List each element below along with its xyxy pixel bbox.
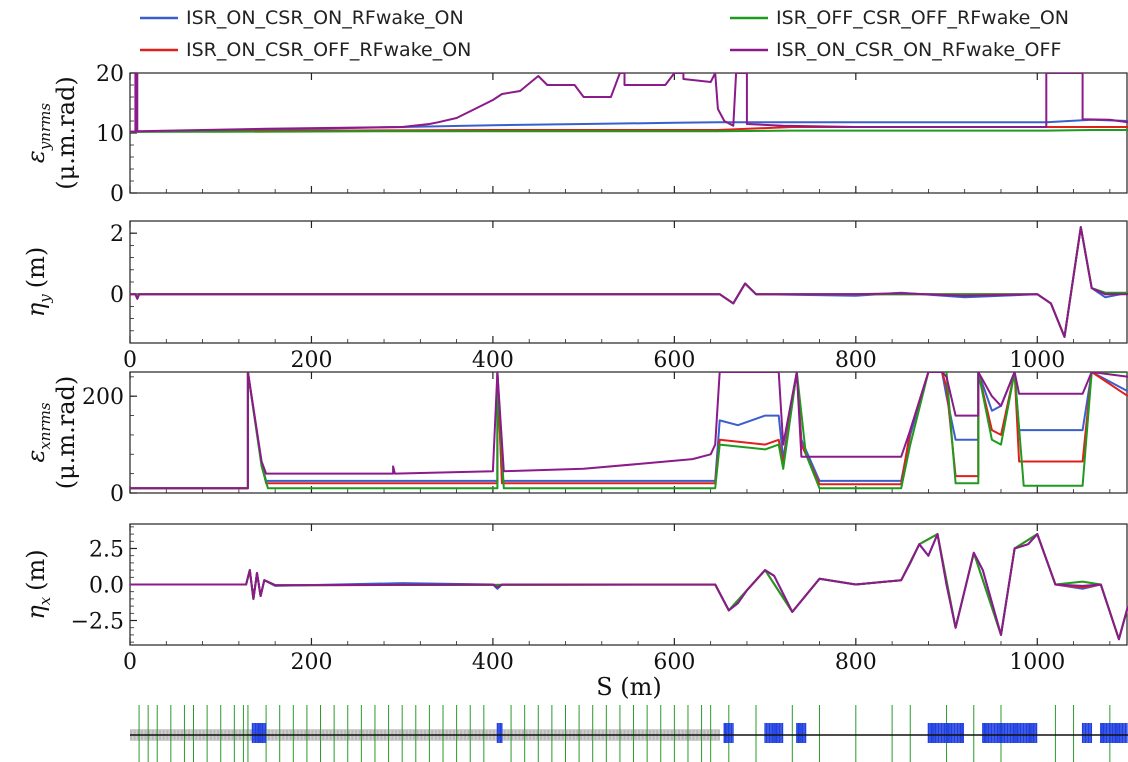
y-label-sub: y bbox=[36, 294, 54, 304]
y-tick-label: 2.5 bbox=[89, 537, 124, 562]
panel-eps_x: 0 200 εxnrms(μ.m.rad) bbox=[22, 371, 1128, 507]
x-tick-label: 200 bbox=[290, 650, 332, 675]
x-tick-label: 400 bbox=[472, 650, 514, 675]
y-tick-label: 10 bbox=[96, 122, 124, 147]
x-tick-label: 800 bbox=[835, 650, 877, 675]
axes-frame bbox=[129, 72, 1128, 194]
y-tick-label: 0 bbox=[110, 182, 124, 207]
y-axis-label: εynrms bbox=[22, 103, 54, 163]
legend-entry: ISR_ON_CSR_ON_RFwake_ON bbox=[140, 7, 464, 29]
lattice-strip bbox=[130, 705, 1128, 762]
x-tick-label: 0 bbox=[123, 348, 137, 373]
legend-label: ISR_OFF_CSR_OFF_RFwake_ON bbox=[776, 7, 1069, 29]
y-tick-label: 0.0 bbox=[89, 574, 124, 599]
series-line-eps_y-2 bbox=[130, 129, 1128, 133]
panel-eta_x: −2.5 0.0 2.5 0 200 400 600 800 1000 ηx (m) S (m) bbox=[22, 523, 1128, 701]
series-group bbox=[130, 533, 1128, 641]
legend-label: ISR_ON_CSR_ON_RFwake_OFF bbox=[776, 39, 1061, 61]
series-group bbox=[130, 73, 1128, 133]
y-tick-label: 0 bbox=[110, 283, 124, 308]
x-tick-label: 400 bbox=[472, 348, 514, 373]
panel-eps_y: 0 10 20 εynrms(μ.m.rad) bbox=[22, 62, 1128, 207]
legend-label: ISR_ON_CSR_OFF_RFwake_ON bbox=[186, 39, 471, 61]
series-line-eps_x-3 bbox=[130, 372, 1128, 490]
y-label-unit: (μ.m.rad) bbox=[52, 76, 80, 189]
y-axis-label: ηy (m) bbox=[22, 247, 54, 317]
y-label-main: ε bbox=[22, 150, 50, 163]
x-tick-label: 600 bbox=[653, 348, 695, 373]
series-line-eta_y-1 bbox=[130, 226, 1128, 338]
series-line-eta_y-3 bbox=[130, 226, 1128, 338]
series-line-eta_y-0 bbox=[130, 226, 1128, 338]
axes-frame bbox=[129, 220, 1128, 344]
series-line-eps_y-3 bbox=[130, 73, 1128, 133]
series-group bbox=[130, 226, 1128, 338]
legend-label: ISR_ON_CSR_ON_RFwake_ON bbox=[186, 7, 464, 29]
series-line-eps_x-2 bbox=[130, 372, 1128, 490]
legend-entry: ISR_ON_CSR_ON_RFwake_OFF bbox=[730, 39, 1061, 61]
y-tick-label: 20 bbox=[96, 62, 124, 87]
series-line-eta_x-0 bbox=[130, 533, 1128, 641]
x-axis-label: S (m) bbox=[596, 673, 662, 701]
y-label-main: η bbox=[22, 605, 50, 620]
y-label-main: η bbox=[22, 302, 50, 317]
series-line-eta_x-3 bbox=[130, 533, 1128, 641]
x-tick-label: 800 bbox=[835, 348, 877, 373]
axes-frame bbox=[129, 371, 1128, 494]
y-label-unit: (μ.m.rad) bbox=[52, 376, 80, 489]
x-tick-label: 600 bbox=[653, 650, 695, 675]
y-tick-label: 200 bbox=[82, 385, 124, 410]
x-tick-label: 1000 bbox=[1009, 650, 1065, 675]
legend-entry: ISR_ON_CSR_OFF_RFwake_ON bbox=[140, 39, 471, 61]
y-axis-label: εxnrms bbox=[22, 402, 54, 462]
y-tick-label: 0 bbox=[110, 482, 124, 507]
y-axis-label: ηx (m) bbox=[22, 549, 54, 619]
series-group bbox=[130, 372, 1128, 490]
panel-eta_y: 0 2 0 200 400 600 800 1000 ηy (m) bbox=[22, 220, 1128, 373]
x-tick-label: 200 bbox=[290, 348, 332, 373]
y-label-sub: x bbox=[36, 596, 54, 605]
y-tick-label: −2.5 bbox=[71, 610, 124, 635]
x-tick-label: 0 bbox=[123, 650, 137, 675]
y-label-unit: (m) bbox=[22, 549, 50, 590]
y-tick-label: 2 bbox=[110, 222, 124, 247]
y-label-sub: xnrms bbox=[36, 402, 54, 450]
x-tick-label: 1000 bbox=[1009, 348, 1065, 373]
y-label-unit: (m) bbox=[22, 247, 50, 288]
series-line-eta_y-2 bbox=[130, 226, 1128, 338]
y-label-main: ε bbox=[22, 450, 50, 463]
y-label-sub: ynrms bbox=[36, 103, 54, 152]
legend-entry: ISR_OFF_CSR_OFF_RFwake_ON bbox=[730, 7, 1069, 29]
